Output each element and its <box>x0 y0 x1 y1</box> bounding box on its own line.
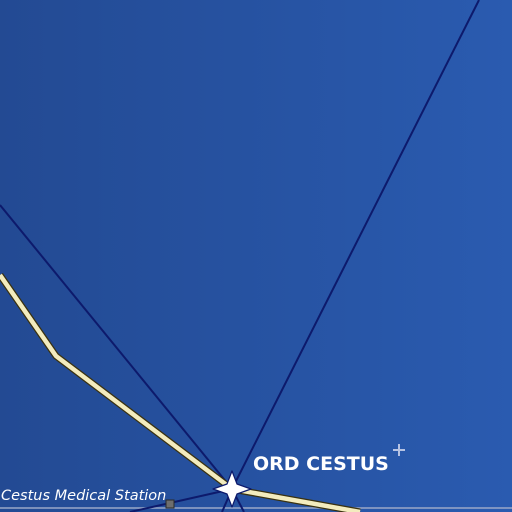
star-icon[interactable] <box>212 470 252 508</box>
station-marker-icon[interactable] <box>165 499 175 509</box>
waypoint-cross-icon[interactable] <box>393 444 405 456</box>
lane-southwest <box>129 488 233 512</box>
travel-route <box>0 273 361 512</box>
station-label[interactable]: Cestus Medical Station <box>1 488 166 504</box>
lane-northwest <box>0 204 233 490</box>
system-label[interactable]: ORD CESTUS <box>253 453 389 475</box>
lane-northeast <box>231 0 480 490</box>
